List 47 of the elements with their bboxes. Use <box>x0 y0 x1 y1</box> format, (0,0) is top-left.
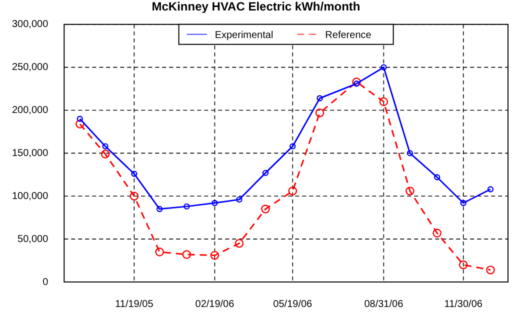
point <box>212 200 218 206</box>
point <box>210 250 220 260</box>
point <box>184 203 190 210</box>
legend-label: Experimental <box>214 30 274 42</box>
point <box>182 250 192 259</box>
point <box>460 200 466 206</box>
y-tick-label: 0 <box>42 276 49 288</box>
point <box>236 196 242 203</box>
point <box>434 174 440 180</box>
point <box>288 186 298 196</box>
y-tick-label: 200,000 <box>12 105 49 116</box>
x-tick-label: 05/19/06 <box>273 298 313 310</box>
point <box>290 143 296 150</box>
point <box>432 228 442 238</box>
point <box>131 170 138 177</box>
point <box>234 238 244 248</box>
x-tick-label: 08/31/06 <box>364 298 404 310</box>
x-tick-label: 11/30/06 <box>444 298 483 310</box>
point <box>130 192 139 201</box>
point <box>100 150 110 158</box>
x-tick-label: 11/19/05 <box>115 298 154 310</box>
legend-label: Reference <box>325 30 372 42</box>
point <box>487 186 494 192</box>
y-tick-label: 300,000 <box>12 19 49 30</box>
point <box>102 143 108 150</box>
point <box>76 116 84 122</box>
point <box>155 248 164 256</box>
point <box>379 97 388 106</box>
point <box>406 150 414 156</box>
point <box>486 266 495 274</box>
y-tick-label: 100,000 <box>12 190 49 202</box>
point <box>76 120 84 128</box>
point <box>353 80 360 87</box>
y-tick-label: 50,000 <box>18 234 49 245</box>
y-tick-label: 150,000 <box>12 148 49 159</box>
chart-title: McKinney HVAC Electric kWh/month <box>152 0 360 14</box>
point <box>156 206 163 212</box>
point <box>261 204 270 214</box>
point <box>315 108 324 118</box>
x-tick-label: 02/19/06 <box>195 298 235 310</box>
point <box>406 186 414 196</box>
point <box>352 78 361 86</box>
point <box>262 170 269 176</box>
point <box>458 260 468 270</box>
point <box>380 64 387 70</box>
point <box>316 95 323 102</box>
y-tick-label: 250,000 <box>12 62 49 74</box>
